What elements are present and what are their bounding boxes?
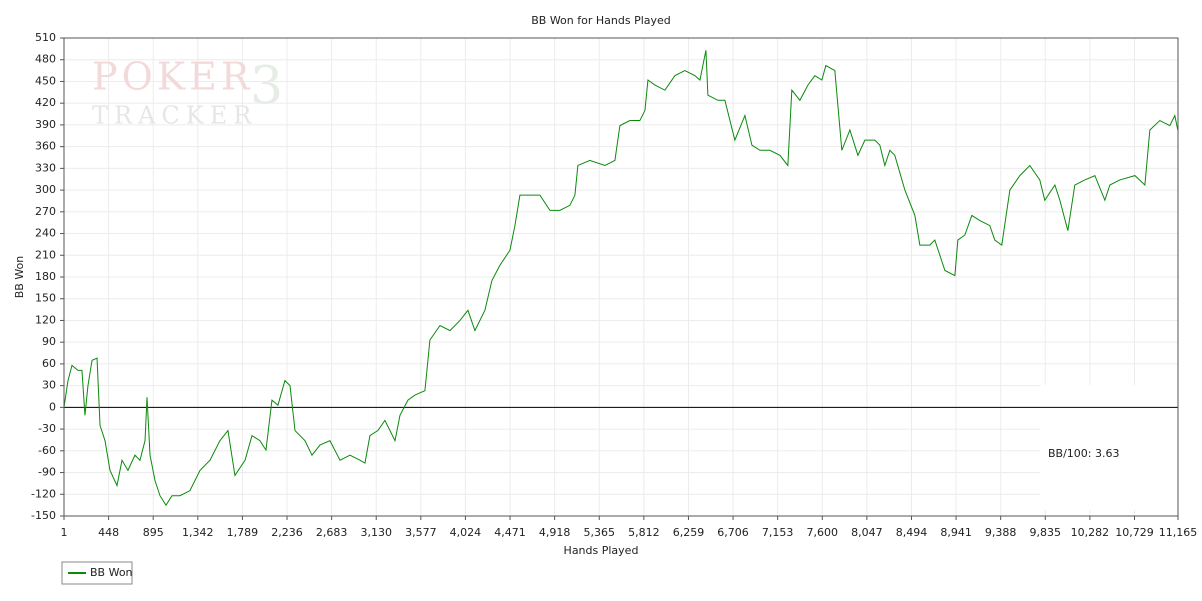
annotation-box	[1040, 385, 1178, 510]
y-tick-label: 270	[35, 205, 56, 218]
x-tick-label: 3,577	[405, 526, 437, 539]
y-tick-label: 420	[35, 96, 56, 109]
watermark: POKER	[92, 55, 253, 99]
x-tick-label: 7,153	[762, 526, 794, 539]
watermark: 3	[250, 57, 283, 117]
chart-title: BB Won for Hands Played	[531, 14, 671, 27]
x-tick-label: 9,388	[985, 526, 1017, 539]
x-tick-label: 4,471	[494, 526, 526, 539]
x-tick-label: 10,729	[1115, 526, 1154, 539]
x-tick-label: 8,047	[851, 526, 883, 539]
y-tick-label: -30	[38, 422, 56, 435]
x-tick-label: 7,600	[807, 526, 839, 539]
x-tick-label: 2,236	[271, 526, 303, 539]
y-tick-label: 300	[35, 183, 56, 196]
y-axis-label: BB Won	[13, 256, 26, 299]
x-tick-label: 4,024	[450, 526, 482, 539]
x-tick-label: 5,365	[583, 526, 615, 539]
y-tick-label: 60	[42, 357, 56, 370]
legend-label: BB Won	[90, 566, 133, 579]
y-tick-label: 210	[35, 248, 56, 261]
data-line	[63, 50, 1179, 507]
x-tick-label: 8,494	[896, 526, 928, 539]
x-tick-label: 3,130	[360, 526, 392, 539]
y-tick-label: -120	[31, 487, 56, 500]
y-tick-label: 480	[35, 53, 56, 66]
x-tick-label: 9,835	[1030, 526, 1062, 539]
y-tick-label: 90	[42, 335, 56, 348]
y-tick-label: 510	[35, 31, 56, 44]
x-tick-label: 4,918	[539, 526, 571, 539]
x-tick-label: 895	[143, 526, 164, 539]
x-tick-label: 1,789	[227, 526, 259, 539]
x-tick-label: 11,165	[1159, 526, 1198, 539]
y-tick-label: 450	[35, 74, 56, 87]
watermark: TRACKER	[92, 102, 257, 130]
legend-box	[61, 561, 133, 585]
x-tick-label: 1	[61, 526, 68, 539]
y-tick-label: 180	[35, 270, 56, 283]
x-axis-label: Hands Played	[564, 544, 639, 557]
x-tick-label: 10,282	[1071, 526, 1110, 539]
x-tick-label: 2,683	[316, 526, 348, 539]
y-tick-label: 240	[35, 227, 56, 240]
y-tick-label: 0	[49, 400, 56, 413]
y-tick-label: 150	[35, 292, 56, 305]
y-tick-label: 30	[42, 379, 56, 392]
y-tick-label: 360	[35, 140, 56, 153]
ticks: -150 -120 -90 -60 -30 0 30 60 90 120 150 180 210 240 2…	[31, 31, 1197, 539]
y-tick-label: -60	[38, 444, 56, 457]
x-tick-label: 5,812	[628, 526, 660, 539]
annotation: BB/100: 3.63	[1048, 447, 1120, 460]
y-tick-label: 390	[35, 118, 56, 131]
x-tick-label: 1,342	[182, 526, 214, 539]
y-tick-label: -150	[31, 509, 56, 522]
y-tick-label: 330	[35, 161, 56, 174]
x-tick-label: 8,941	[940, 526, 972, 539]
x-tick-label: 6,706	[717, 526, 749, 539]
x-tick-label: 448	[98, 526, 119, 539]
y-tick-label: -90	[38, 466, 56, 479]
x-tick-label: 6,259	[673, 526, 705, 539]
series	[63, 50, 1179, 507]
y-tick-label: 120	[35, 313, 56, 326]
